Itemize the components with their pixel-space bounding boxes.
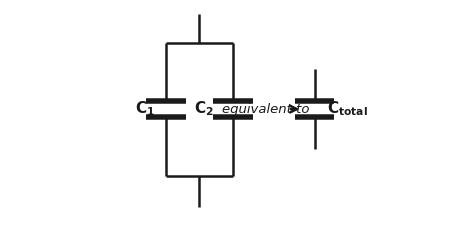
Text: $\mathbf{C_2}$: $\mathbf{C_2}$ xyxy=(194,100,214,118)
Text: $\mathbf{C_{total}}$: $\mathbf{C_{total}}$ xyxy=(327,100,367,118)
Text: $\mathbf{C_1}$: $\mathbf{C_1}$ xyxy=(135,100,155,118)
Text: equivalent to: equivalent to xyxy=(222,103,310,116)
